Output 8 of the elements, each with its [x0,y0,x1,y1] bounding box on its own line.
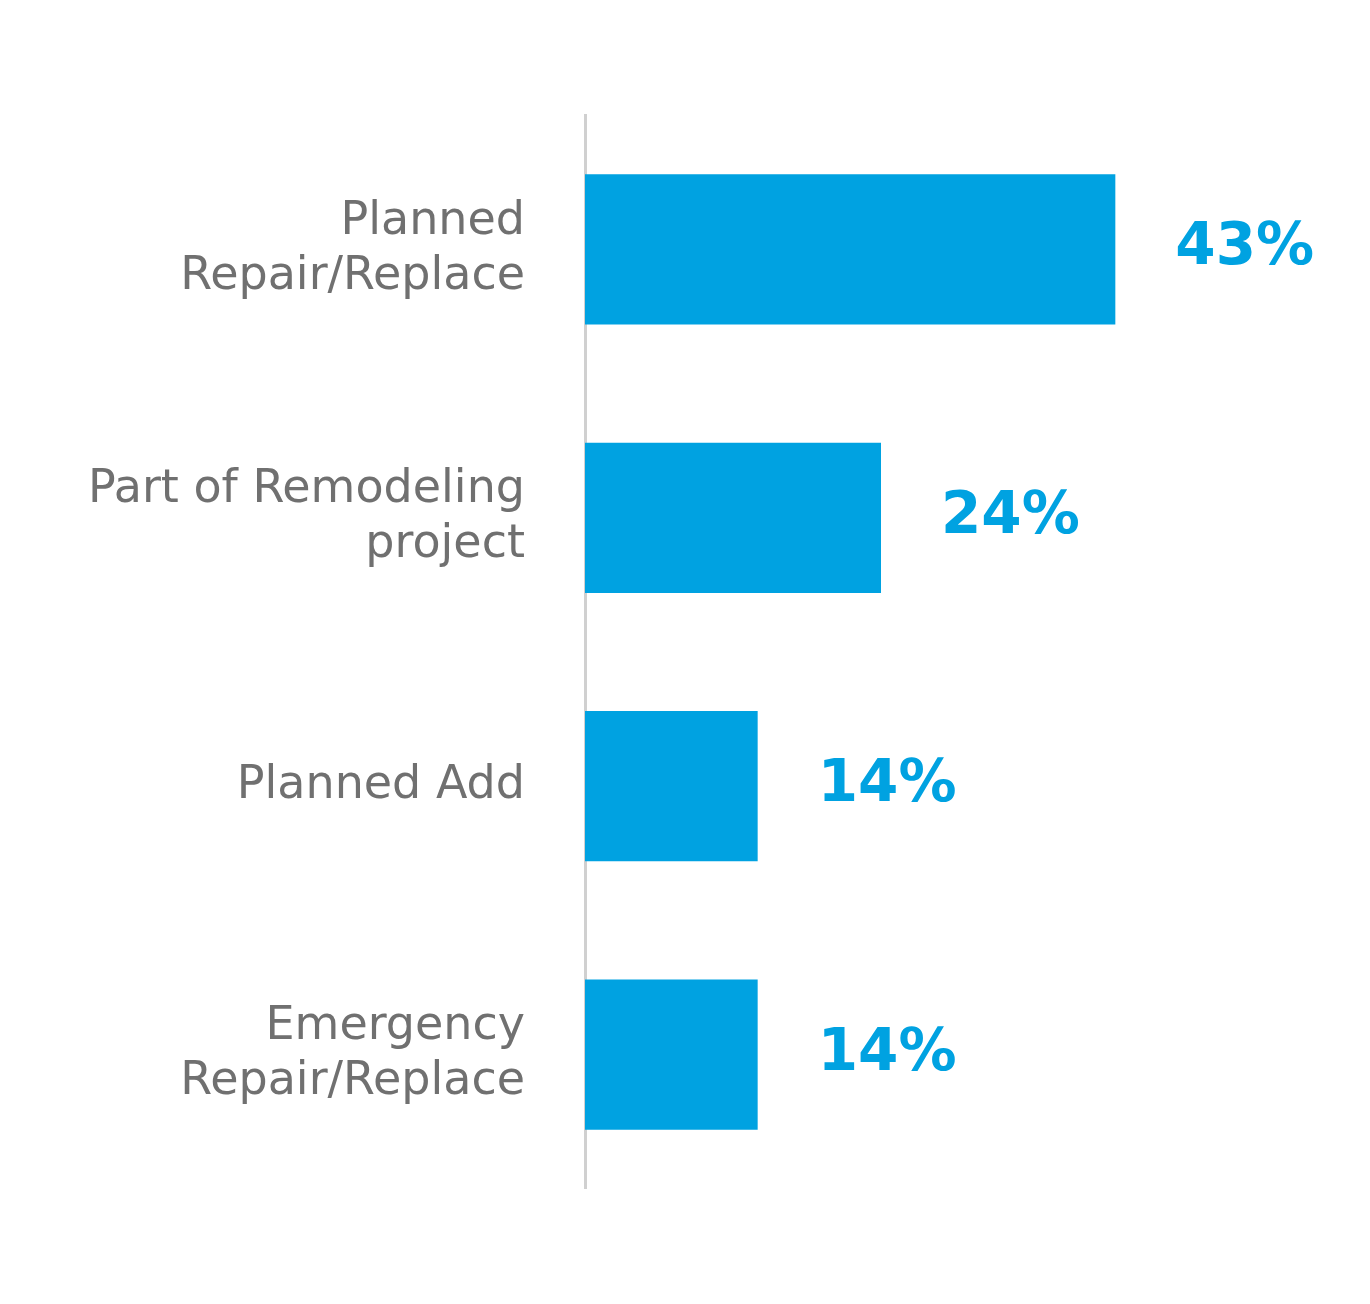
y-tick-label: Planned Add [236,755,525,810]
data-label: 14% [817,747,957,816]
y-tick-label: Part of Remodeling project [88,459,525,569]
data-label: 24% [941,478,1080,547]
data-label: 43% [1175,210,1315,279]
y-tick-label: Emergency Repair/Replace [180,995,525,1106]
y-tick-label: Planned Repair/Replace [180,190,525,300]
data-label: 14% [817,1015,957,1084]
